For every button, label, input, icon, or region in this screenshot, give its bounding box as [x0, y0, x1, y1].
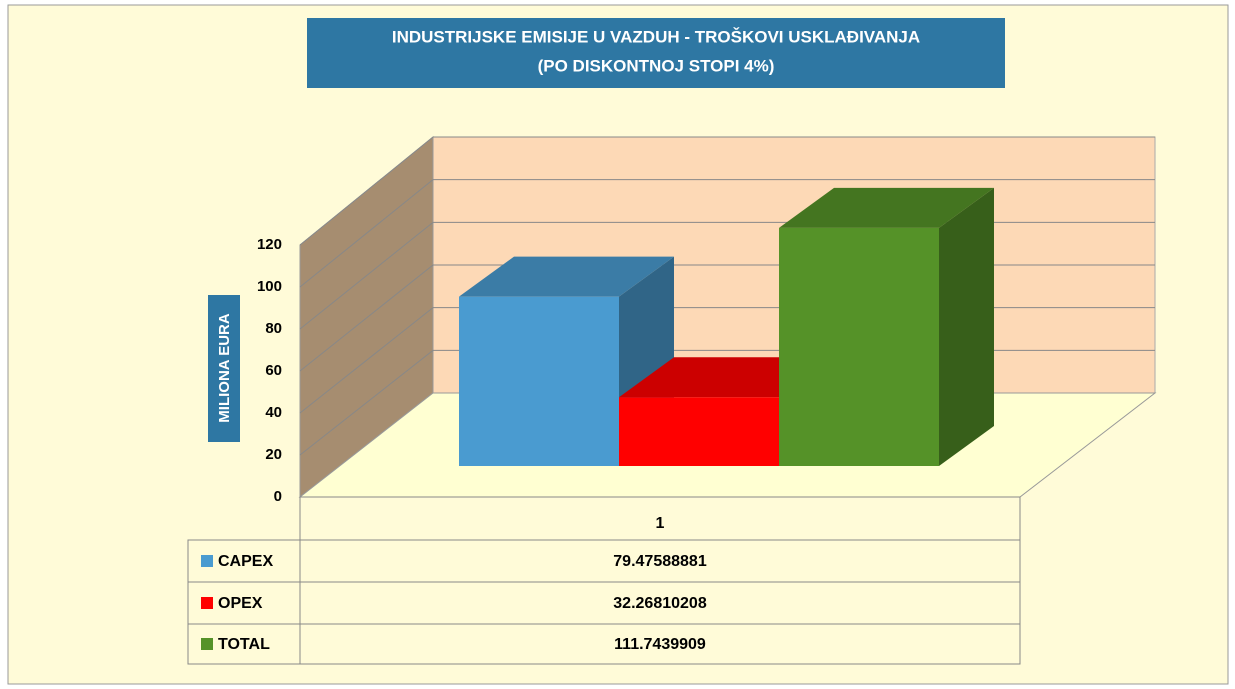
table-value: 79.47588881 [613, 553, 707, 570]
y-axis-label: MILIONA EURA [216, 313, 233, 423]
y-tick-label: 120 [257, 236, 282, 253]
chart-title: (PO DISKONTNOJ STOPI 4%) [538, 56, 775, 75]
chart-title: INDUSTRIJSKE EMISIJE U VAZDUH - TROŠKOVI… [392, 27, 920, 46]
grid-line [299, 264, 434, 372]
bar-top [459, 256, 674, 297]
bar [619, 397, 779, 466]
y-tick-label: 60 [265, 362, 282, 379]
legend-key [201, 597, 213, 609]
bar-top [779, 187, 994, 228]
y-tick-label: 80 [265, 320, 282, 337]
y-label-box [208, 295, 240, 442]
grid-line [299, 136, 434, 246]
grid-line [299, 221, 434, 330]
table-cell [299, 623, 1021, 665]
legend-label: CAPEX [218, 553, 273, 570]
y-tick-label: 20 [265, 446, 282, 463]
category-label: 1 [656, 515, 665, 532]
y-tick-label: 100 [257, 278, 282, 295]
legend-label: TOTAL [218, 636, 270, 653]
legend-label: OPEX [218, 595, 263, 612]
grid-line [299, 349, 434, 456]
grid-line [299, 307, 434, 414]
title-box [307, 18, 1005, 88]
grid-line [299, 179, 434, 288]
y-tick-label: 0 [274, 488, 282, 505]
bar-side [939, 187, 994, 467]
y-tick-label: 40 [265, 404, 282, 421]
table-value: 32.26810208 [613, 595, 707, 612]
bar [459, 296, 619, 466]
legend-key [201, 555, 213, 567]
legend-key [201, 638, 213, 650]
bar [779, 227, 939, 466]
table-value: 111.7439909 [614, 636, 706, 653]
